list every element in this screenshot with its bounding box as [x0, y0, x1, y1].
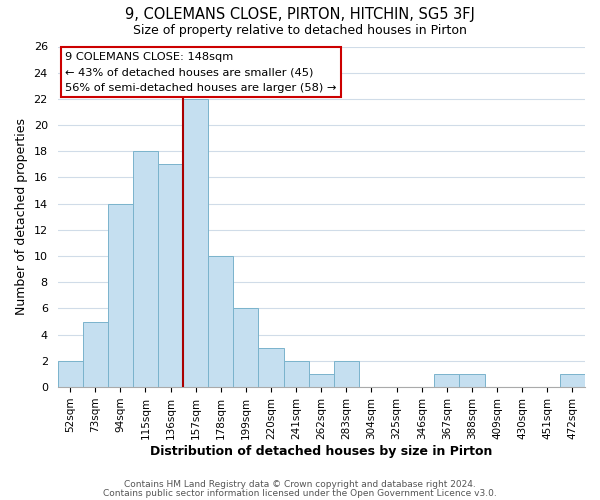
- Text: Contains HM Land Registry data © Crown copyright and database right 2024.: Contains HM Land Registry data © Crown c…: [124, 480, 476, 489]
- Bar: [183, 99, 208, 387]
- Bar: [83, 322, 108, 387]
- Text: 9, COLEMANS CLOSE, PIRTON, HITCHIN, SG5 3FJ: 9, COLEMANS CLOSE, PIRTON, HITCHIN, SG5 …: [125, 8, 475, 22]
- Bar: [233, 308, 259, 387]
- Bar: [58, 361, 83, 387]
- Y-axis label: Number of detached properties: Number of detached properties: [15, 118, 28, 316]
- Text: Size of property relative to detached houses in Pirton: Size of property relative to detached ho…: [133, 24, 467, 37]
- Bar: [309, 374, 334, 387]
- Bar: [259, 348, 284, 387]
- Bar: [208, 256, 233, 387]
- Bar: [434, 374, 460, 387]
- Text: 9 COLEMANS CLOSE: 148sqm
← 43% of detached houses are smaller (45)
56% of semi-d: 9 COLEMANS CLOSE: 148sqm ← 43% of detach…: [65, 52, 337, 93]
- X-axis label: Distribution of detached houses by size in Pirton: Distribution of detached houses by size …: [150, 444, 493, 458]
- Bar: [158, 164, 183, 387]
- Bar: [460, 374, 485, 387]
- Text: Contains public sector information licensed under the Open Government Licence v3: Contains public sector information licen…: [103, 489, 497, 498]
- Bar: [334, 361, 359, 387]
- Bar: [108, 204, 133, 387]
- Bar: [284, 361, 309, 387]
- Bar: [560, 374, 585, 387]
- Bar: [133, 152, 158, 387]
